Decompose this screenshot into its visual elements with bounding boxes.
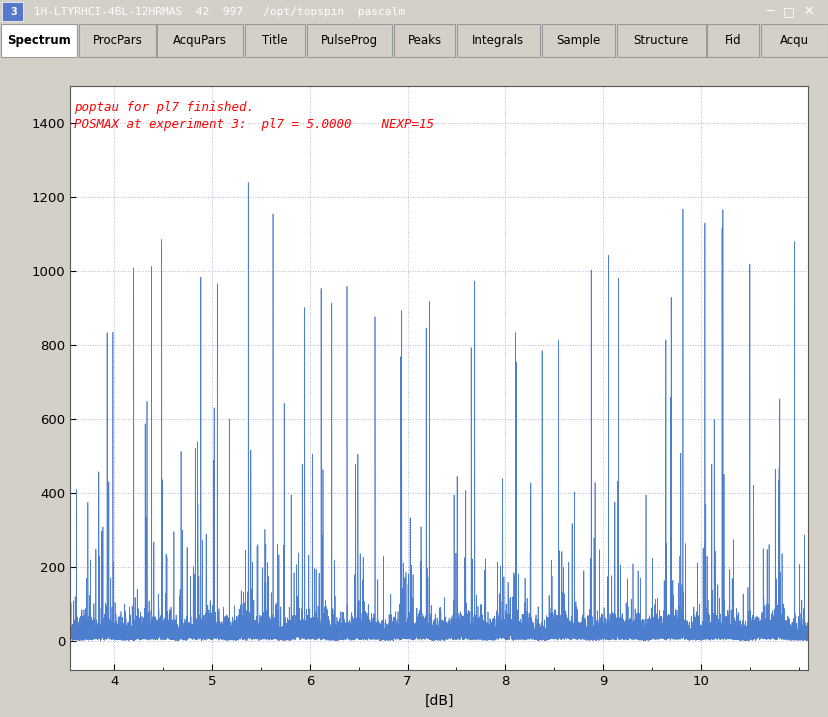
FancyBboxPatch shape (393, 24, 455, 57)
Text: 1H-LTYRHCI-4BL-12HRMAS  42  997   /opt/topspin  pascalm: 1H-LTYRHCI-4BL-12HRMAS 42 997 /opt/topsp… (26, 7, 404, 16)
Text: PulseProg: PulseProg (320, 34, 378, 47)
Text: POSMAX at experiment 3:  pl7 = 5.0000    NEXP=15: POSMAX at experiment 3: pl7 = 5.0000 NEX… (74, 118, 434, 131)
Text: Spectrum: Spectrum (7, 34, 71, 47)
Text: Acqu: Acqu (779, 34, 808, 47)
FancyBboxPatch shape (456, 24, 539, 57)
FancyBboxPatch shape (616, 24, 705, 57)
Text: 3: 3 (10, 7, 17, 16)
Text: AcquPars: AcquPars (173, 34, 227, 47)
FancyBboxPatch shape (79, 24, 156, 57)
Text: Integrals: Integrals (472, 34, 524, 47)
Text: ✕: ✕ (802, 5, 812, 19)
Bar (2, 2, 23, 22)
Text: Fid: Fid (724, 34, 740, 47)
Text: poptau for pl7 finished.: poptau for pl7 finished. (74, 100, 254, 114)
Text: ─: ─ (765, 5, 773, 19)
Text: Title: Title (262, 34, 287, 47)
FancyBboxPatch shape (706, 24, 758, 57)
FancyBboxPatch shape (244, 24, 305, 57)
X-axis label: [dB]: [dB] (424, 694, 454, 708)
FancyBboxPatch shape (306, 24, 392, 57)
Text: □: □ (782, 5, 794, 19)
FancyBboxPatch shape (157, 24, 243, 57)
Text: Sample: Sample (556, 34, 599, 47)
FancyBboxPatch shape (760, 24, 827, 57)
FancyBboxPatch shape (541, 24, 614, 57)
Text: ProcPars: ProcPars (93, 34, 142, 47)
FancyBboxPatch shape (1, 24, 77, 57)
Text: Structure: Structure (633, 34, 688, 47)
Text: Peaks: Peaks (407, 34, 441, 47)
